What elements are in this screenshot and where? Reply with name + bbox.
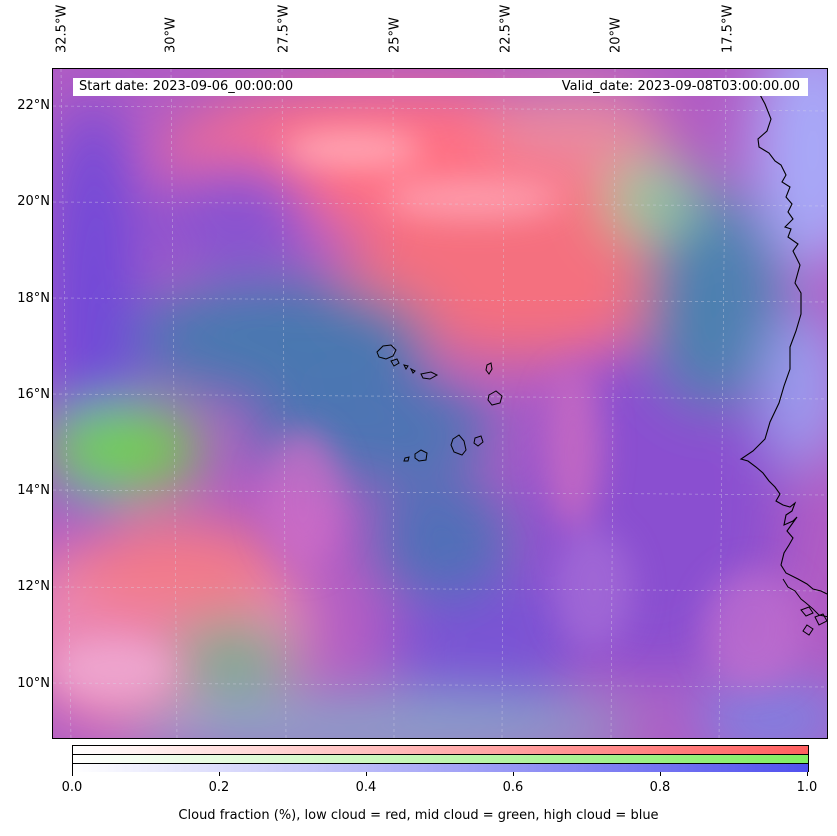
lat-label-16n: 16°N (17, 387, 50, 402)
cb-tickmark (366, 772, 367, 776)
lon-label-30w: 30°W (163, 17, 179, 53)
cape-verde-islands (376, 344, 503, 462)
lon-label-27-5w: 27.5°W (276, 4, 292, 53)
cb-tickmark (219, 772, 220, 776)
cb-tickmark (513, 772, 514, 776)
lon-label-25w: 25°W (387, 17, 403, 53)
lat-label-14n: 14°N (17, 483, 50, 498)
map-canvas (53, 69, 827, 738)
coastline-south (782, 578, 827, 618)
lat-label-22n: 22°N (17, 98, 50, 113)
cb-tick-0-4: 0.4 (355, 780, 377, 795)
cloud-texture (53, 131, 803, 699)
african-coastline (739, 90, 827, 595)
lat-label-10n: 10°N (17, 676, 50, 691)
lat-label-18n: 18°N (17, 291, 50, 306)
cb-tick-0-8: 0.8 (649, 780, 671, 795)
graticule (53, 69, 827, 738)
date-banner: Start date: 2023-09-06_00:00:00 Valid_da… (73, 78, 808, 96)
cb-tick-0-2: 0.2 (208, 780, 230, 795)
cb-tick-0-6: 0.6 (502, 780, 524, 795)
lon-label-17-5w: 17.5°W (720, 4, 736, 53)
lon-label-32-5w: 32.5°W (54, 4, 70, 53)
cb-tickmark (660, 772, 661, 776)
colorbar-mid-green (73, 755, 808, 764)
colorbar (72, 745, 809, 772)
cb-tickmark (807, 772, 808, 776)
cb-tick-0-0: 0.0 (61, 780, 83, 795)
lat-label-20n: 20°N (17, 194, 50, 209)
cloud-fraction-map[interactable]: Start date: 2023-09-06_00:00:00 Valid_da… (52, 68, 828, 739)
cb-tick-1-0: 1.0 (796, 780, 818, 795)
colorbar-caption: Cloud fraction (%), low cloud = red, mid… (178, 808, 659, 823)
colorbar-low-red (73, 746, 808, 755)
lon-label-20w: 20°W (608, 17, 624, 53)
valid-date: Valid_date: 2023-09-08T03:00:00.00 (561, 79, 800, 94)
lat-label-12n: 12°N (17, 579, 50, 594)
colorbar-high-blue (73, 764, 808, 772)
start-date: Start date: 2023-09-06_00:00:00 (79, 79, 294, 94)
cb-tickmark (72, 772, 73, 776)
lon-label-22-5w: 22.5°W (498, 4, 514, 53)
